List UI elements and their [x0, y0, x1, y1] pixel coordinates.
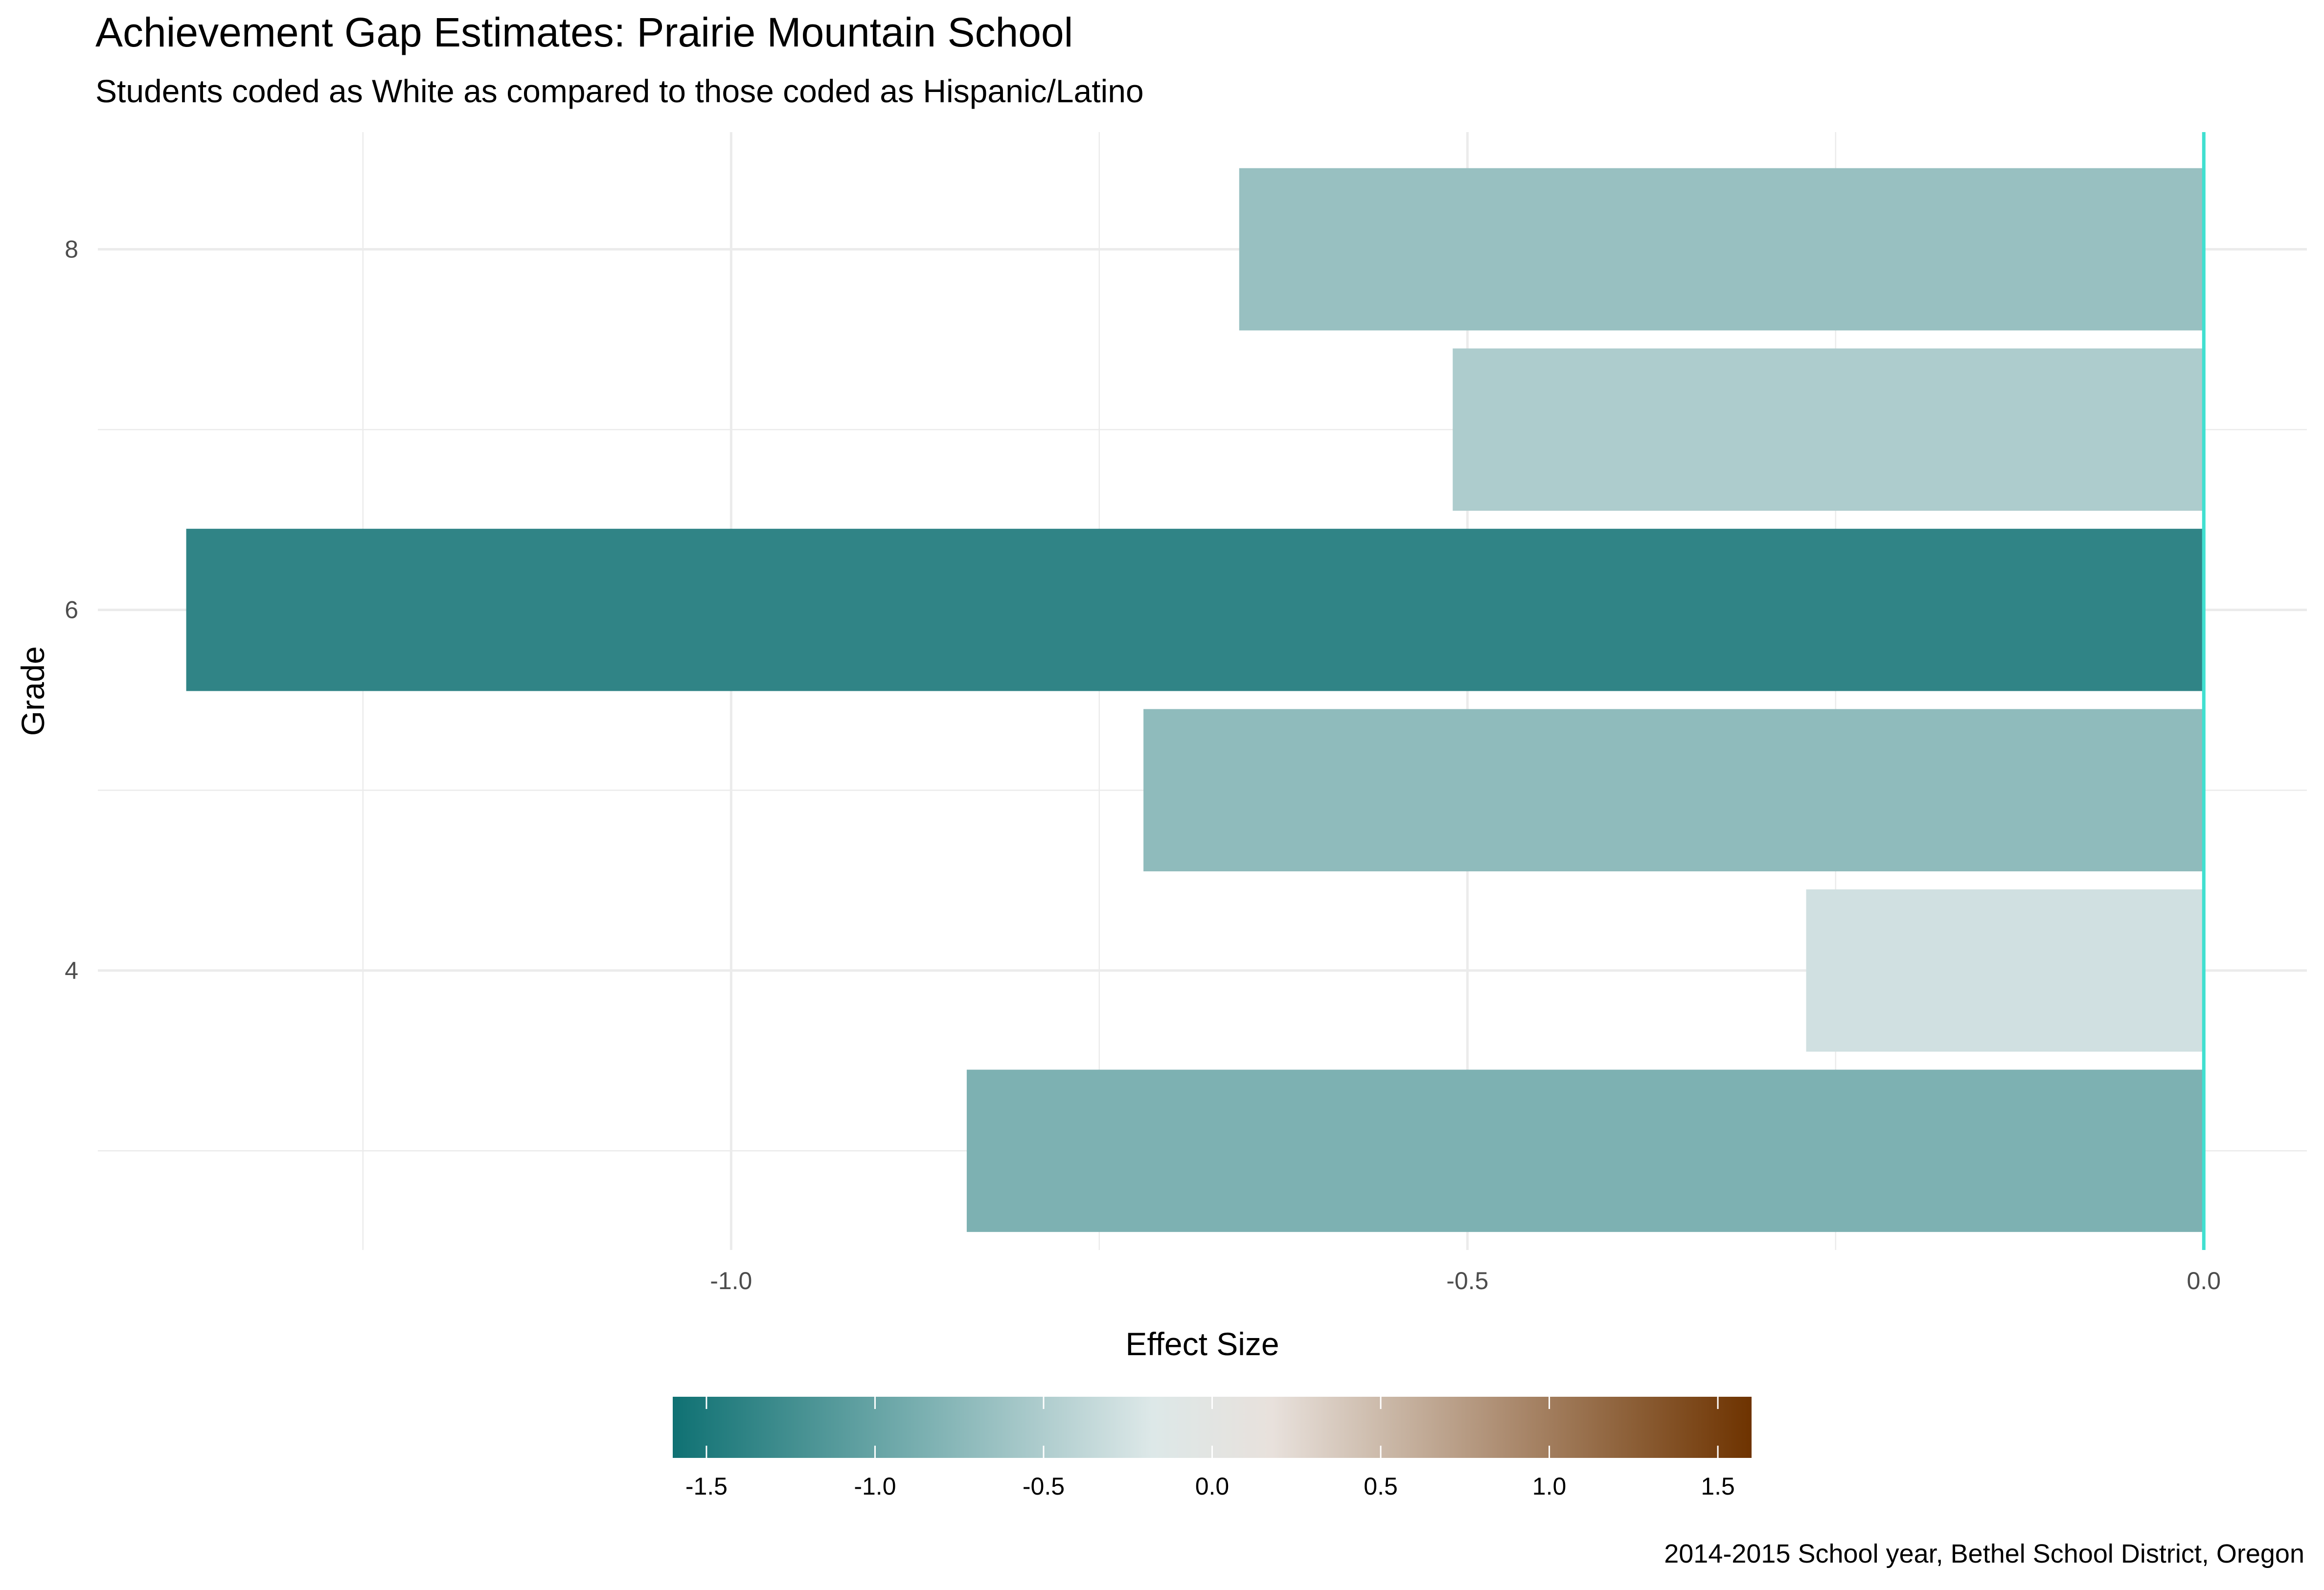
- chart-caption: 2014-2015 School year, Bethel School Dis…: [1664, 1539, 2304, 1568]
- y-tick-label: 8: [65, 236, 78, 263]
- bar-grade-3: [966, 1069, 2204, 1232]
- bar-grade-6: [186, 528, 2204, 691]
- colorbar-tick-label: -0.5: [1023, 1473, 1065, 1500]
- y-axis-title: Grade: [15, 646, 51, 736]
- bar-grade-4: [1806, 889, 2204, 1052]
- colorbar-legend: -1.5 -1.0 -0.5 0.0 0.5 1.0 1.5: [673, 1397, 1752, 1500]
- bars: [186, 168, 2204, 1232]
- colorbar-tick-label: 1.0: [1532, 1473, 1567, 1500]
- y-tick-label: 4: [65, 957, 78, 984]
- colorbar-tick-label: 1.5: [1701, 1473, 1735, 1500]
- x-tick-label: 0.0: [2187, 1267, 2221, 1295]
- x-axis-ticks: -1.0 -0.5 0.0: [710, 1267, 2221, 1295]
- y-tick-label: 6: [65, 596, 78, 624]
- x-axis-title: Effect Size: [1125, 1326, 1279, 1362]
- bar-grade-8: [1239, 168, 2204, 331]
- colorbar-tick-label: 0.5: [1364, 1473, 1398, 1500]
- colorbar-tick-label: -1.0: [854, 1473, 896, 1500]
- y-axis-ticks: 4 6 8: [65, 236, 78, 984]
- bar-grade-7: [1453, 348, 2204, 511]
- x-tick-label: -1.0: [710, 1267, 752, 1295]
- chart-subtitle: Students coded as White as compared to t…: [95, 73, 1144, 109]
- colorbar-tick-label: 0.0: [1195, 1473, 1230, 1500]
- bar-grade-5: [1143, 709, 2204, 872]
- colorbar-tick-label: -1.5: [685, 1473, 728, 1500]
- x-tick-label: -0.5: [1446, 1267, 1488, 1295]
- chart-title: Achievement Gap Estimates: Prairie Mount…: [95, 9, 1073, 55]
